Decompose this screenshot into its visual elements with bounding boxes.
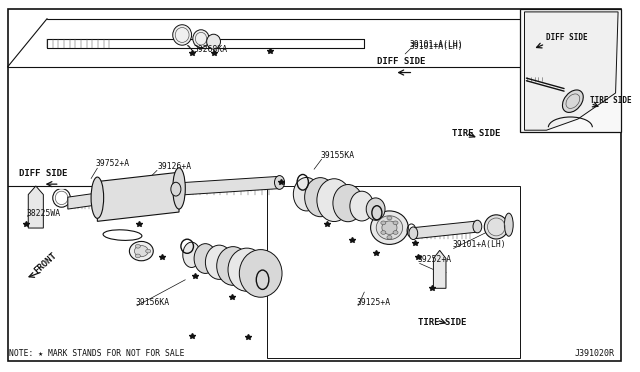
Text: 39268KA: 39268KA: [193, 45, 228, 54]
Text: 39155KA: 39155KA: [321, 151, 355, 160]
Ellipse shape: [293, 177, 320, 211]
Ellipse shape: [173, 168, 186, 209]
Ellipse shape: [381, 231, 386, 234]
Ellipse shape: [376, 216, 403, 240]
Polygon shape: [525, 12, 618, 130]
Ellipse shape: [382, 221, 397, 234]
Ellipse shape: [387, 235, 392, 239]
Ellipse shape: [393, 221, 398, 225]
Text: 39101+A(LH): 39101+A(LH): [410, 40, 463, 49]
Ellipse shape: [183, 242, 200, 267]
Text: 39126+A: 39126+A: [157, 162, 191, 171]
Ellipse shape: [129, 241, 153, 261]
Text: DIFF SIDE: DIFF SIDE: [547, 33, 588, 42]
Ellipse shape: [146, 249, 151, 253]
Ellipse shape: [136, 244, 140, 248]
Ellipse shape: [194, 244, 217, 273]
Ellipse shape: [484, 215, 508, 239]
Text: TIRE SIDE: TIRE SIDE: [591, 96, 632, 105]
Ellipse shape: [504, 213, 513, 236]
Text: 39252+A: 39252+A: [418, 255, 452, 264]
Ellipse shape: [228, 248, 266, 291]
Text: DIFF SIDE: DIFF SIDE: [19, 169, 67, 178]
Text: 38225WA: 38225WA: [26, 209, 61, 218]
Polygon shape: [176, 176, 280, 195]
Ellipse shape: [371, 211, 408, 244]
Text: J391020R: J391020R: [574, 349, 614, 358]
Ellipse shape: [387, 216, 392, 220]
Polygon shape: [28, 186, 44, 228]
Ellipse shape: [473, 220, 482, 233]
Ellipse shape: [366, 198, 385, 220]
Ellipse shape: [393, 231, 398, 234]
Polygon shape: [97, 172, 179, 221]
Ellipse shape: [193, 30, 209, 48]
Ellipse shape: [171, 182, 181, 196]
Text: 39752+A: 39752+A: [95, 159, 130, 168]
Bar: [520, 9, 621, 132]
Ellipse shape: [91, 177, 104, 218]
Text: TIRE SIDE: TIRE SIDE: [452, 129, 500, 138]
Ellipse shape: [217, 247, 250, 285]
Ellipse shape: [563, 90, 583, 112]
Ellipse shape: [239, 250, 282, 297]
Ellipse shape: [333, 185, 363, 222]
Text: 39101+A(LH): 39101+A(LH): [410, 42, 463, 51]
Text: NOTE: ★ MARK STANDS FOR NOT FOR SALE: NOTE: ★ MARK STANDS FOR NOT FOR SALE: [10, 349, 185, 358]
Ellipse shape: [409, 227, 418, 240]
Ellipse shape: [317, 179, 351, 222]
Ellipse shape: [173, 25, 191, 45]
Ellipse shape: [350, 191, 374, 221]
Text: 39101+A(LH): 39101+A(LH): [452, 240, 506, 249]
Ellipse shape: [275, 176, 285, 189]
Text: 39156KA: 39156KA: [135, 298, 169, 307]
Text: TIRE SIDE: TIRE SIDE: [418, 318, 466, 327]
Ellipse shape: [134, 246, 148, 257]
Text: 39125+A: 39125+A: [356, 298, 390, 307]
Ellipse shape: [305, 178, 336, 217]
Ellipse shape: [381, 221, 386, 225]
Ellipse shape: [205, 245, 233, 279]
Text: FRONT: FRONT: [33, 251, 59, 275]
Ellipse shape: [207, 34, 220, 49]
Polygon shape: [413, 221, 477, 239]
Text: DIFF SIDE: DIFF SIDE: [377, 57, 425, 66]
Polygon shape: [433, 250, 446, 288]
Polygon shape: [68, 193, 99, 209]
Ellipse shape: [136, 254, 140, 258]
Bar: [267, 186, 520, 358]
